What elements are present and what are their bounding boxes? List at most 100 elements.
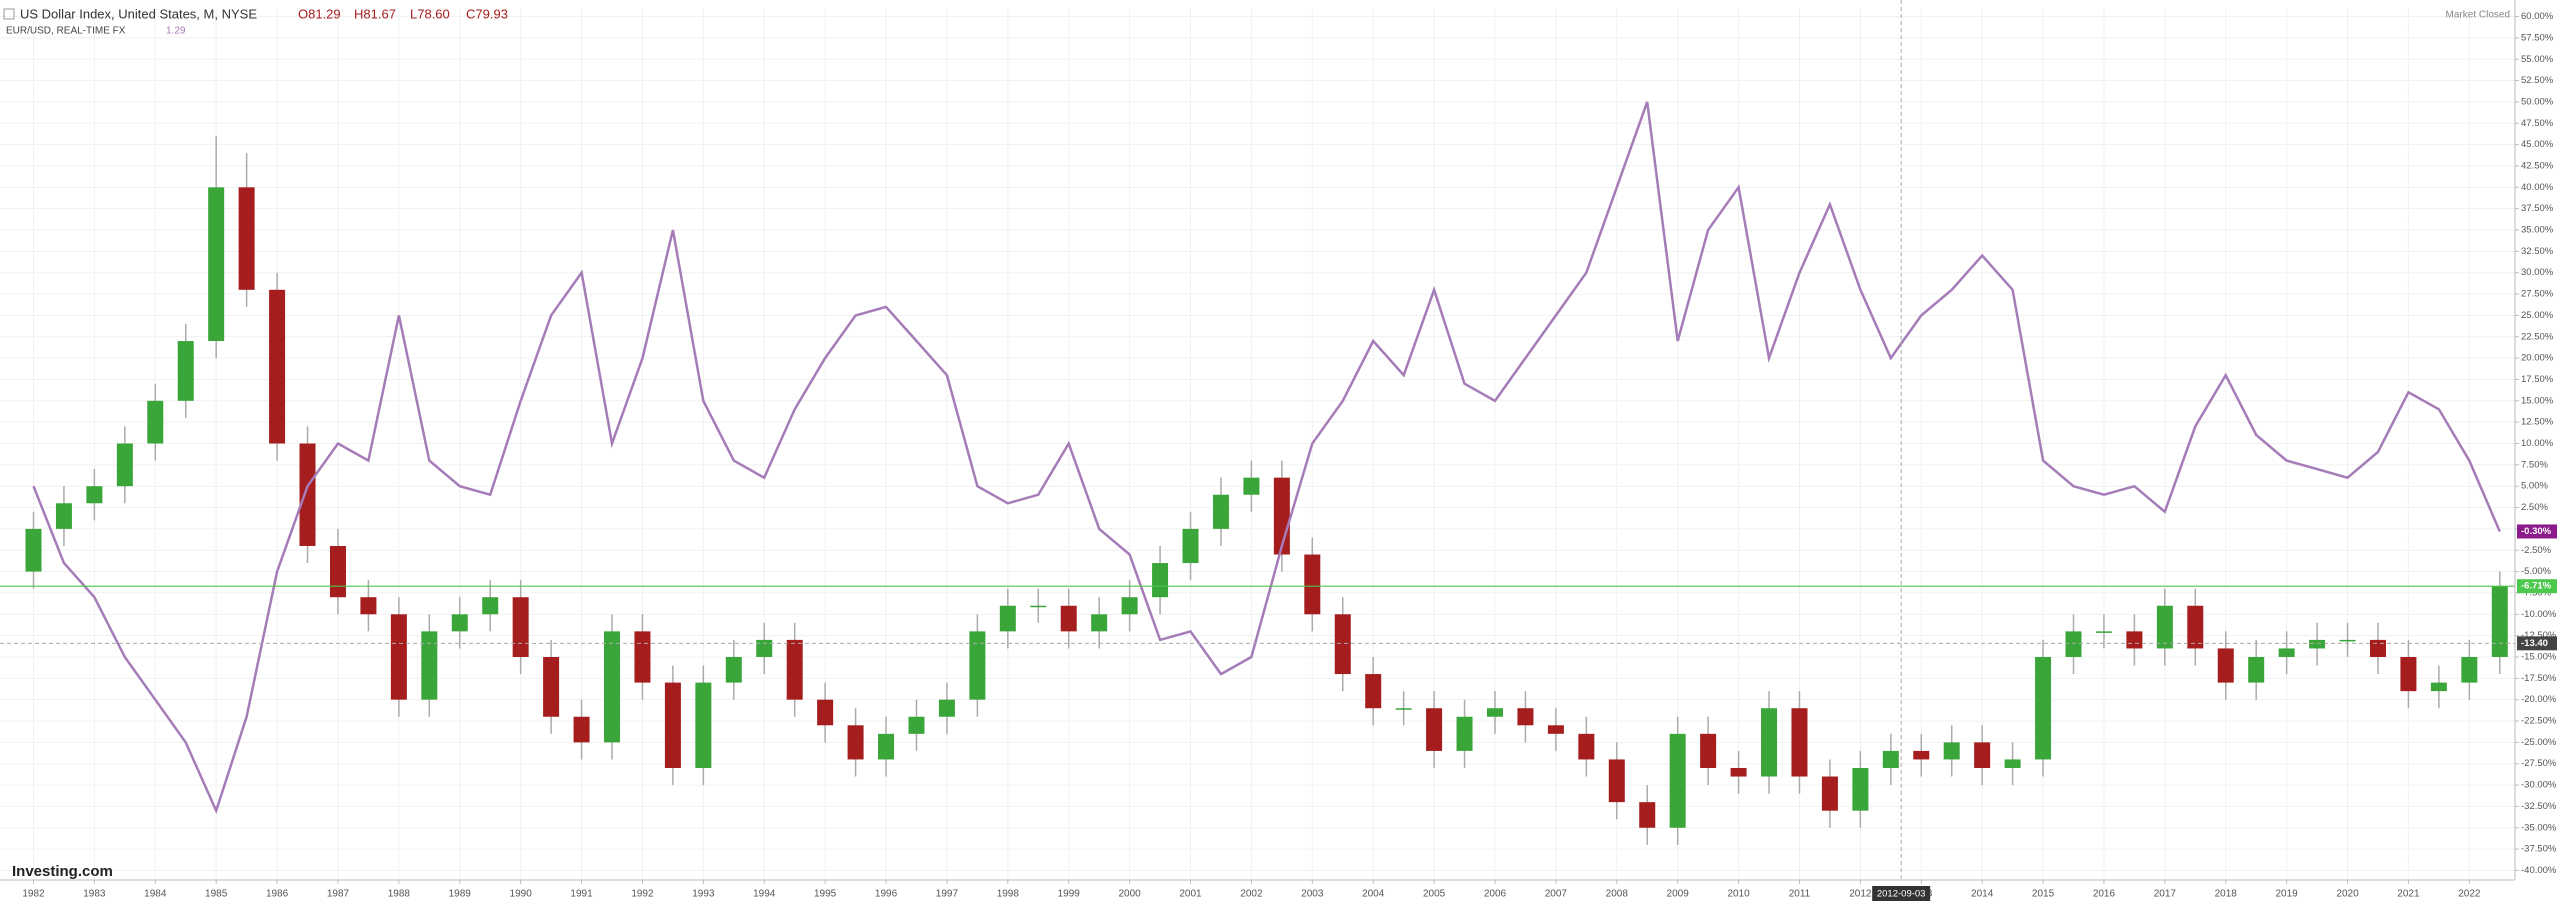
- candle-body: [238, 187, 255, 290]
- candle-body: [756, 639, 773, 657]
- candle-body: [208, 187, 225, 342]
- x-tick-label: 1991: [570, 889, 593, 900]
- candle-body: [2278, 648, 2295, 657]
- candle-body: [1182, 528, 1199, 564]
- axes: -40.00% -37.50% -35.00% -32.50% -30.00% -27.5…: [22, 11, 2557, 901]
- candle-body: [1456, 716, 1473, 751]
- x-tick-label: 1988: [388, 889, 411, 900]
- candle-body: [1639, 802, 1656, 828]
- candle-body: [1943, 742, 1960, 760]
- candle-body: [938, 699, 955, 717]
- candle-body: [1821, 776, 1838, 811]
- candle-body: [634, 631, 651, 683]
- candle-body: [1486, 708, 1503, 717]
- candle-body: [55, 503, 72, 529]
- candle-body: [2065, 631, 2082, 657]
- y-tick-label: 35.00%: [2521, 225, 2554, 236]
- y-tick-label: -12.50%: [2521, 630, 2557, 641]
- candle-body: [1426, 708, 1443, 751]
- candle-body: [847, 725, 864, 760]
- y-tick-label: -20.00%: [2521, 694, 2557, 705]
- x-tick-label: 1984: [144, 889, 167, 900]
- y-tick-label: -40.00%: [2521, 865, 2557, 876]
- y-tick-label: 45.00%: [2521, 139, 2554, 150]
- y-tick-label: 22.50%: [2521, 331, 2554, 342]
- x-tick-label: 1998: [997, 889, 1020, 900]
- x-tick-label: 2001: [1179, 889, 1202, 900]
- candle-body: [1974, 742, 1991, 768]
- candle-body: [177, 341, 194, 401]
- plot: [0, 0, 2515, 879]
- x-tick-label: 2009: [1667, 889, 1690, 900]
- crosshair-x-label: 2012-09-03: [1877, 889, 1926, 900]
- y-tick-label: -22.50%: [2521, 716, 2557, 727]
- compare-title: EUR/USD, REAL-TIME FX: [6, 26, 126, 37]
- x-tick-label: 1985: [205, 889, 228, 900]
- candle-body: [2095, 631, 2112, 633]
- y-tick-label: 7.50%: [2521, 459, 2548, 470]
- candle-body: [1578, 733, 1595, 760]
- x-tick-label: 2015: [2032, 889, 2055, 900]
- x-tick-label: 1994: [753, 889, 776, 900]
- y-tick-label: 27.50%: [2521, 289, 2554, 300]
- x-tick-label: 1989: [449, 889, 472, 900]
- candle-body: [360, 597, 377, 615]
- crosshair-y-tag: [2517, 636, 2557, 651]
- candle-body: [1365, 674, 1382, 709]
- x-tick-label: 2018: [2215, 889, 2238, 900]
- x-tick-label: 1982: [22, 889, 45, 900]
- x-tick-label: 1992: [631, 889, 654, 900]
- candle-body: [1243, 477, 1260, 495]
- x-tick-label: 1986: [266, 889, 289, 900]
- candle-body: [2309, 639, 2326, 649]
- y-tick-label: -25.00%: [2521, 737, 2557, 748]
- y-tick-label: -17.50%: [2521, 673, 2557, 684]
- y-tick-label: 47.50%: [2521, 118, 2554, 129]
- candle-body: [1730, 767, 1747, 777]
- candle-body: [664, 682, 681, 768]
- x-tick-label: 2022: [2458, 889, 2481, 900]
- candle-body: [786, 639, 803, 700]
- candle-body: [86, 486, 103, 504]
- ohlc-close: C79.93: [466, 6, 508, 21]
- candle-body: [1852, 767, 1869, 811]
- x-tick-label: 1999: [1058, 889, 1081, 900]
- x-tick-label: 1995: [814, 889, 837, 900]
- ohlc-low: L78.60: [410, 6, 450, 21]
- candle-body: [1669, 733, 1686, 828]
- y-tick-label: 20.00%: [2521, 353, 2554, 364]
- x-tick-label: 2004: [1362, 889, 1385, 900]
- candle-body: [543, 656, 560, 717]
- candle-body: [1791, 708, 1808, 777]
- candle-body: [269, 289, 286, 444]
- x-tick-label: 1993: [692, 889, 715, 900]
- y-tick-label: -32.50%: [2521, 801, 2557, 812]
- candle-body: [604, 631, 621, 743]
- x-tick-label: 2017: [2154, 889, 2177, 900]
- x-tick-label: 2020: [2336, 889, 2359, 900]
- line-series: [32, 101, 2501, 815]
- crosshair-x-tag: [1872, 886, 1931, 901]
- compare-value: 1.29: [166, 26, 186, 37]
- y-tick-label: 25.00%: [2521, 310, 2554, 321]
- y-tick-label: -15.00%: [2521, 651, 2557, 662]
- y-tick-label: 60.00%: [2521, 11, 2554, 22]
- y-tick-label: -27.50%: [2521, 758, 2557, 769]
- y-tick-label: 5.00%: [2521, 481, 2548, 492]
- candle-body: [2126, 631, 2143, 649]
- x-tick-label: 2021: [2397, 889, 2420, 900]
- candle-body: [1334, 614, 1351, 675]
- ohlc-high: H81.67: [354, 6, 396, 21]
- candle-body: [1700, 733, 1717, 768]
- x-tick-label: 2019: [2276, 889, 2299, 900]
- y-tick-label: -35.00%: [2521, 822, 2557, 833]
- candle-body: [2430, 682, 2447, 692]
- y-tick-label: 10.00%: [2521, 438, 2554, 449]
- y-tick-label: -10.00%: [2521, 609, 2557, 620]
- header: US Dollar Index, United States, M, NYSE …: [3, 6, 2510, 880]
- candle-body: [1608, 759, 1625, 803]
- x-tick-label: 1997: [936, 889, 959, 900]
- candle-body: [1212, 494, 1229, 529]
- candle-body: [25, 528, 42, 572]
